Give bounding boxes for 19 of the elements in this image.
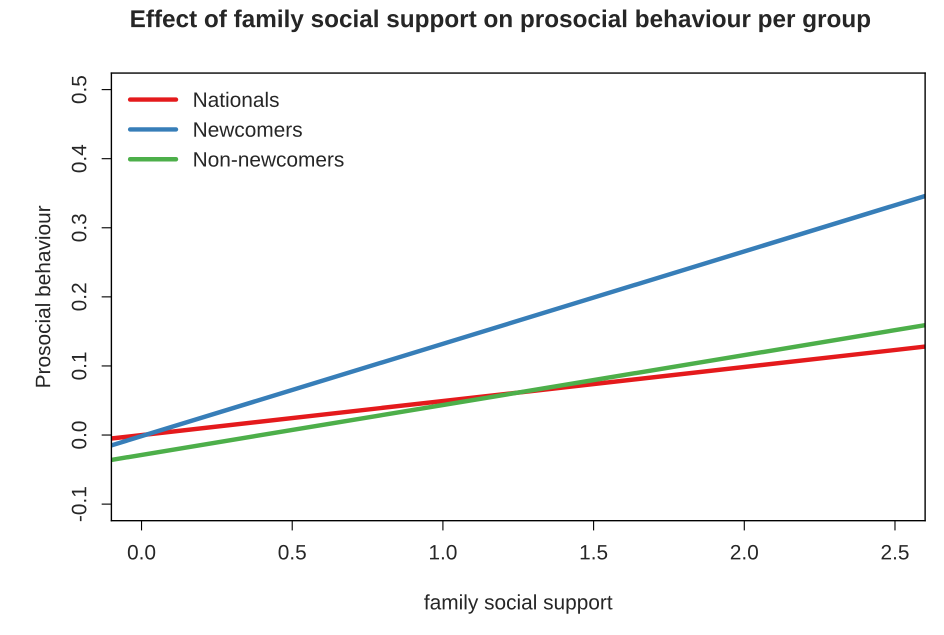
x-tick-label: 1.0 [430,544,457,560]
y-tick-label: 0.3 [72,214,86,242]
y-tick-label: -0.1 [72,487,86,522]
y-tick-label: 0.2 [72,283,86,311]
chart-title: Effect of family social support on prosocial behaviour per group [131,10,870,32]
y-axis-title: Prosocial behaviour [35,206,50,387]
x-tick-label: 2.5 [882,544,909,560]
x-tick-label: 0.5 [278,544,306,560]
x-tick-label: 1.5 [580,545,608,560]
legend-label: Newcomers [194,122,302,137]
y-tick-label: 0.4 [72,144,86,172]
legend-label: Nationals [194,92,279,108]
y-tick-label: 0.1 [72,352,86,380]
x-tick-label: 0.0 [128,544,156,560]
x-tick-label: 2.0 [730,544,758,560]
x-axis-title: family social support [424,594,612,614]
y-tick-label: 0.0 [72,421,86,449]
y-tick-label: 0.5 [72,76,86,104]
legend-label: Non-newcomers [194,152,344,167]
